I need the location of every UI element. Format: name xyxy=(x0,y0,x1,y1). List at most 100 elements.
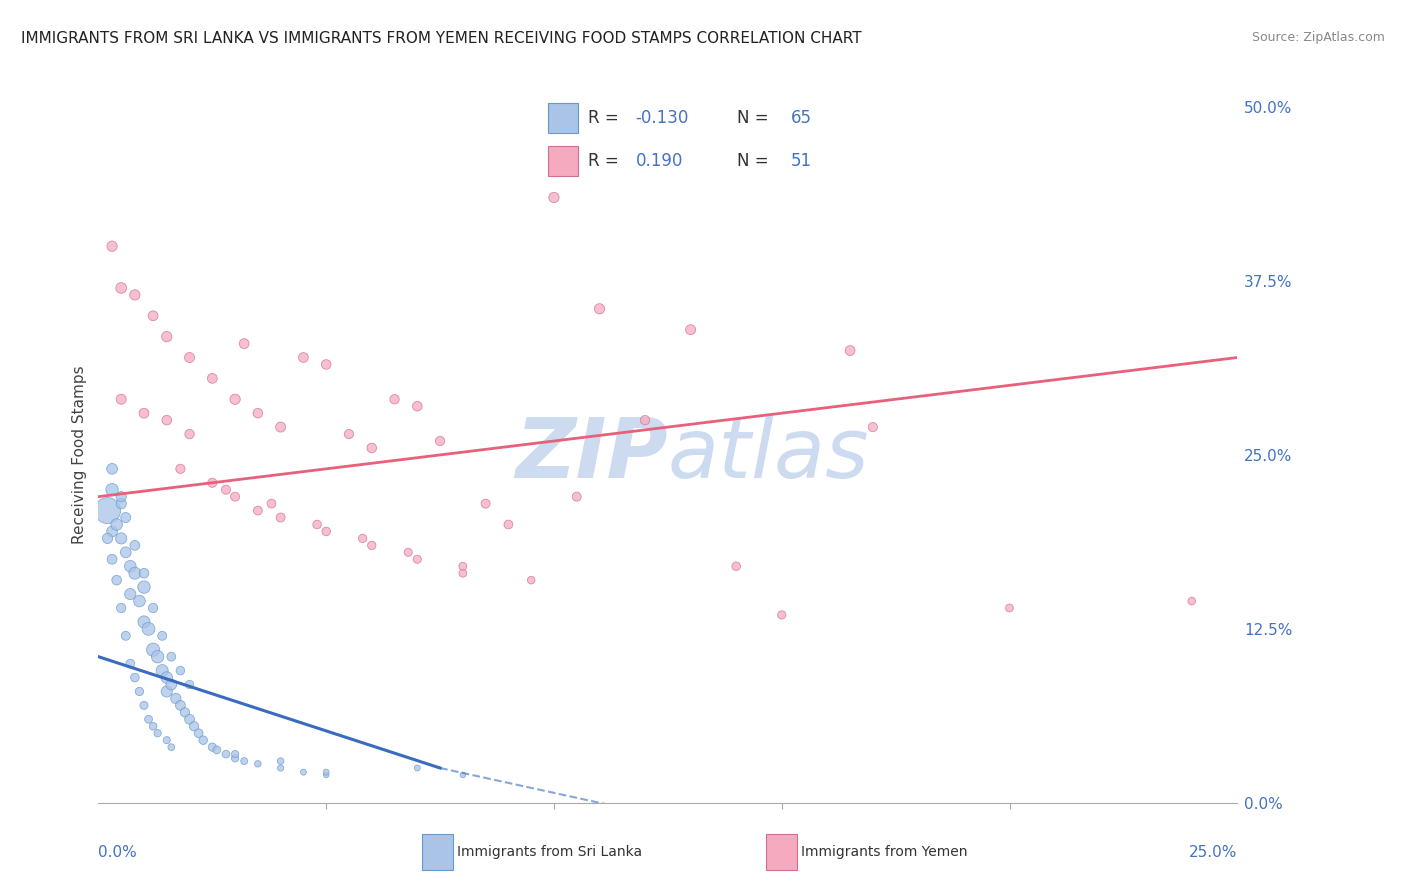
Point xyxy=(360,441,382,455)
Bar xyxy=(548,146,578,176)
Point xyxy=(160,649,183,664)
Point xyxy=(179,351,201,365)
Text: atlas: atlas xyxy=(668,415,869,495)
Text: IMMIGRANTS FROM SRI LANKA VS IMMIGRANTS FROM YEMEN RECEIVING FOOD STAMPS CORRELA: IMMIGRANTS FROM SRI LANKA VS IMMIGRANTS … xyxy=(21,31,862,46)
Point xyxy=(224,392,246,407)
Point xyxy=(110,281,132,295)
Point xyxy=(124,566,146,581)
Text: N =: N = xyxy=(737,153,773,170)
Point xyxy=(246,756,269,771)
Point xyxy=(179,712,201,726)
Point xyxy=(138,712,160,726)
Point xyxy=(142,309,165,323)
Y-axis label: Receiving Food Stamps: Receiving Food Stamps xyxy=(72,366,87,544)
Point xyxy=(128,594,150,608)
Point xyxy=(160,677,183,691)
Point xyxy=(770,607,793,622)
Point xyxy=(315,358,337,372)
Point xyxy=(451,768,474,782)
Point xyxy=(451,566,474,581)
Point xyxy=(352,532,374,546)
Point xyxy=(205,743,228,757)
Point xyxy=(142,719,165,733)
Point xyxy=(156,671,179,685)
Point xyxy=(270,510,292,524)
Point xyxy=(142,601,165,615)
Point xyxy=(101,552,124,566)
Point xyxy=(1181,594,1204,608)
Point xyxy=(384,392,406,407)
Point xyxy=(120,559,142,574)
Point xyxy=(307,517,329,532)
Point xyxy=(101,483,124,497)
Point xyxy=(165,691,187,706)
Point xyxy=(110,490,132,504)
Point xyxy=(114,629,136,643)
Point xyxy=(406,552,429,566)
Point xyxy=(233,754,256,768)
Point xyxy=(150,664,173,678)
Point xyxy=(360,538,382,552)
Point xyxy=(160,740,183,755)
Point xyxy=(193,733,215,747)
Point xyxy=(187,726,209,740)
Point xyxy=(128,684,150,698)
Point xyxy=(156,413,179,427)
Point xyxy=(588,301,610,316)
Point xyxy=(396,545,419,559)
Point xyxy=(132,580,155,594)
Point xyxy=(156,329,179,343)
Point xyxy=(105,517,128,532)
Point xyxy=(110,392,132,407)
Text: -0.130: -0.130 xyxy=(636,109,689,127)
Point xyxy=(120,587,142,601)
Text: R =: R = xyxy=(588,109,624,127)
Point xyxy=(110,532,132,546)
Point xyxy=(124,288,146,302)
Point xyxy=(292,351,315,365)
Point xyxy=(169,698,191,713)
Point xyxy=(105,573,128,587)
Point xyxy=(138,622,160,636)
Point xyxy=(315,524,337,539)
Point xyxy=(156,733,179,747)
Point xyxy=(179,427,201,442)
Point xyxy=(520,573,543,587)
Point xyxy=(451,559,474,574)
Point xyxy=(429,434,451,448)
Point xyxy=(246,503,269,517)
Point xyxy=(96,532,118,546)
Point xyxy=(124,671,146,685)
Text: Source: ZipAtlas.com: Source: ZipAtlas.com xyxy=(1251,31,1385,45)
Point xyxy=(201,475,224,490)
Point xyxy=(406,399,429,413)
Text: ZIP: ZIP xyxy=(515,415,668,495)
Point xyxy=(142,642,165,657)
Point xyxy=(315,765,337,780)
Text: Immigrants from Sri Lanka: Immigrants from Sri Lanka xyxy=(457,845,643,859)
Point xyxy=(862,420,884,434)
Point xyxy=(498,517,520,532)
Point xyxy=(110,601,132,615)
Point xyxy=(150,629,173,643)
Point xyxy=(270,754,292,768)
Point xyxy=(169,462,191,476)
Point xyxy=(146,726,169,740)
Text: 25.0%: 25.0% xyxy=(1189,845,1237,860)
Point xyxy=(169,664,191,678)
Point xyxy=(679,323,702,337)
Point xyxy=(233,336,256,351)
Point xyxy=(246,406,269,420)
Point xyxy=(224,490,246,504)
Point xyxy=(101,239,124,253)
Point xyxy=(201,371,224,385)
Point xyxy=(120,657,142,671)
Text: 65: 65 xyxy=(790,109,811,127)
Point xyxy=(114,545,136,559)
Point xyxy=(179,677,201,691)
Point xyxy=(292,765,315,780)
Point xyxy=(474,497,496,511)
Point xyxy=(839,343,862,358)
Point xyxy=(270,420,292,434)
Point xyxy=(132,566,155,581)
